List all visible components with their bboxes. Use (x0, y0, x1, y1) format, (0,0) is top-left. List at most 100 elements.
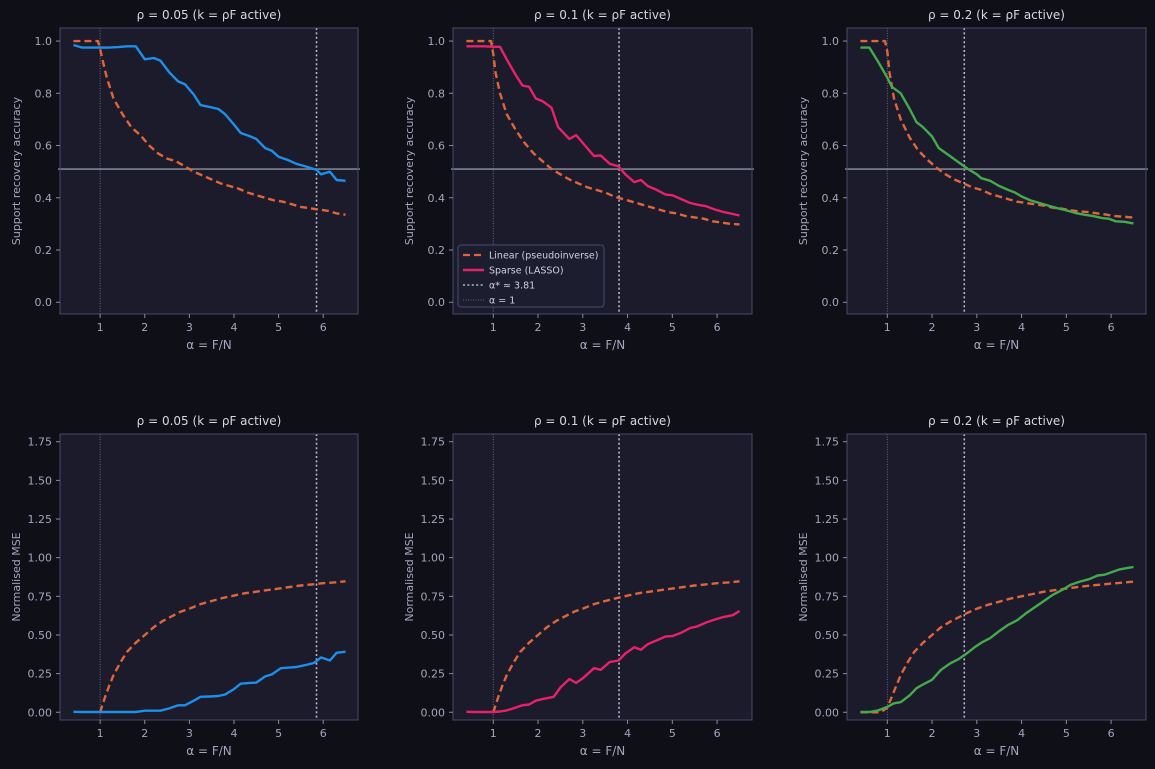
x-tick-label: 1 (884, 321, 891, 334)
x-tick-label: 5 (275, 727, 282, 740)
x-tick-label: 3 (579, 727, 586, 740)
x-tick-label: 5 (1063, 321, 1070, 334)
series-linear-line (492, 580, 740, 713)
y-tick-label: 1.50 (815, 474, 840, 487)
y-axis-label: Support recovery accuracy (10, 96, 23, 245)
y-tick-label: 1.00 (815, 552, 840, 565)
x-tick-label: 2 (929, 321, 936, 334)
y-tick-label: 1.0 (822, 35, 840, 48)
x-axis-label: α = F/N (974, 338, 1020, 352)
x-tick-label: 1 (490, 321, 497, 334)
axes-frame (452, 27, 753, 315)
y-axis-label: Normalised MSE (403, 532, 416, 621)
y-tick-label: 0.50 (815, 629, 840, 642)
axes-frame (846, 27, 1147, 315)
x-tick-label: 4 (230, 321, 237, 334)
y-tick-label: 0.2 (428, 244, 446, 257)
x-tick-label: 2 (141, 727, 148, 740)
x-axis-label: α = F/N (974, 744, 1020, 758)
y-tick-label: 0.00 (421, 706, 446, 719)
panel-top-middle: 1 2 3 4 5 6 0.0 0.2 0.4 0.6 0.8 1.0 ρ = 0.1 (k = ρF … (403, 8, 754, 352)
x-tick-label: 1 (97, 727, 104, 740)
x-axis-label: α = F/N (186, 338, 232, 352)
x-tick-label: 2 (929, 727, 936, 740)
y-tick-label: 0.2 (822, 244, 840, 257)
y-tick-label: 1.25 (815, 513, 840, 526)
y-tick-label: 0.0 (428, 296, 446, 309)
series-sparse-line (73, 650, 346, 714)
x-tick-label: 6 (1108, 727, 1115, 740)
y-tick-label: 0.75 (815, 590, 840, 603)
x-tick-label: 2 (141, 321, 148, 334)
y-tick-label: 0.8 (35, 87, 53, 100)
legend-alpha-star-label: α* ≈ 3.81 (489, 281, 535, 292)
x-tick-label: 6 (714, 727, 721, 740)
panel-bottom-middle: 1 2 3 4 5 6 0.00 0.25 0.50 0.75 1.00 1.25 1.50 1.75 ρ … (403, 414, 753, 758)
x-tick-label: 6 (714, 321, 721, 334)
x-axis-label: α = F/N (186, 744, 232, 758)
panel-title: ρ = 0.1 (k = ρF active) (534, 8, 671, 22)
y-tick-label: 1.75 (815, 436, 840, 449)
y-tick-label: 0.4 (35, 192, 53, 205)
y-axis-label: Normalised MSE (797, 532, 810, 621)
series-linear-line (860, 580, 1134, 714)
y-tick-label: 0.6 (822, 140, 840, 153)
x-tick-label: 3 (973, 321, 980, 334)
y-tick-label: 0.8 (428, 87, 446, 100)
panel-title: ρ = 0.05 (k = ρF active) (137, 414, 282, 428)
panel-title: ρ = 0.2 (k = ρF active) (928, 414, 1065, 428)
y-tick-label: 0.50 (28, 629, 53, 642)
y-tick-label: 0.25 (421, 668, 446, 681)
y-tick-label: 1.25 (28, 513, 53, 526)
axes-frame (846, 433, 1147, 721)
panel-top-left: 1 2 3 4 5 6 0.0 0.2 0.4 0.6 0.8 1.0 ρ = 0.05 (k = ρF… (10, 8, 360, 352)
y-tick-label: 0.0 (35, 296, 53, 309)
legend: Linear (pseudoinverse) Sparse (LASSO) α* ≈… (457, 244, 605, 308)
y-tick-label: 0.6 (35, 140, 53, 153)
y-tick-label: 0.75 (28, 590, 53, 603)
plot-area (60, 434, 358, 720)
y-tick-label: 0.25 (28, 668, 53, 681)
y-tick-label: 0.6 (428, 140, 446, 153)
y-tick-label: 1.00 (421, 552, 446, 565)
x-tick-label: 6 (1108, 321, 1115, 334)
x-tick-label: 2 (535, 727, 542, 740)
x-tick-label: 4 (1018, 727, 1025, 740)
y-tick-label: 1.75 (28, 436, 53, 449)
legend-linear-label: Linear (pseudoinverse) (489, 251, 598, 262)
plot-area (453, 434, 752, 720)
plot-area (60, 28, 358, 314)
x-tick-label: 4 (230, 727, 237, 740)
y-tick-label: 0.4 (822, 192, 840, 205)
y-tick-label: 0.0 (822, 296, 840, 309)
y-tick-label: 1.50 (28, 474, 53, 487)
y-tick-label: 0.00 (28, 706, 53, 719)
plot-area (847, 28, 1146, 314)
panel-bottom-left: 1 2 3 4 5 6 0.00 0.25 0.50 0.75 1.00 1.25 1.50 1.75 ρ … (10, 414, 359, 758)
y-axis-label: Support recovery accuracy (797, 96, 810, 245)
x-tick-label: 1 (97, 321, 104, 334)
x-tick-label: 6 (320, 727, 327, 740)
x-tick-label: 5 (275, 321, 282, 334)
y-tick-label: 0.25 (815, 668, 840, 681)
axes-frame (59, 27, 359, 315)
series-linear-line (73, 39, 346, 216)
x-tick-label: 3 (186, 321, 193, 334)
y-tick-label: 1.25 (421, 513, 446, 526)
y-tick-label: 0.50 (421, 629, 446, 642)
x-tick-label: 4 (1018, 321, 1025, 334)
x-tick-label: 5 (669, 321, 676, 334)
series-sparse-line (860, 46, 1134, 225)
y-axis-label: Normalised MSE (10, 532, 23, 621)
legend-box (457, 244, 605, 308)
x-tick-label: 3 (579, 321, 586, 334)
x-axis-label: α = F/N (580, 744, 626, 758)
y-tick-label: 0.4 (428, 192, 446, 205)
y-tick-label: 0.75 (421, 590, 446, 603)
panel-title: ρ = 0.1 (k = ρF active) (534, 414, 671, 428)
x-tick-label: 2 (535, 321, 542, 334)
x-tick-label: 3 (186, 727, 193, 740)
y-tick-label: 1.00 (28, 552, 53, 565)
x-tick-label: 1 (884, 727, 891, 740)
